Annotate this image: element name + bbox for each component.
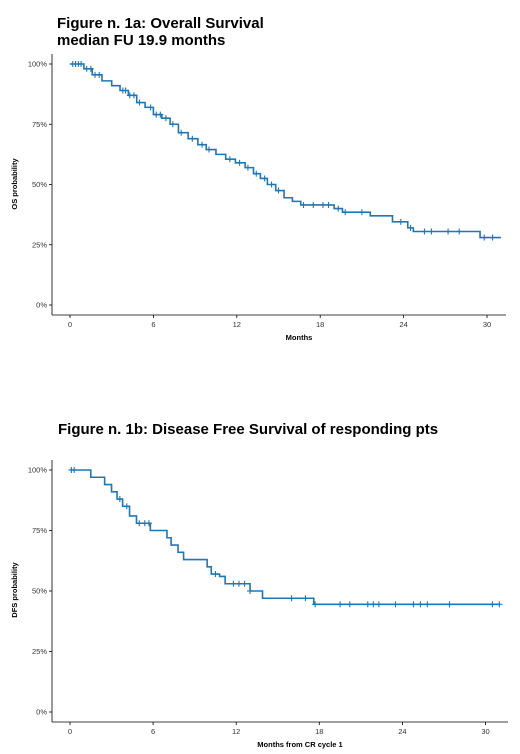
chart-1b-y-tick-label: 75%: [32, 526, 47, 535]
chart-1a-censor-mark: [335, 205, 342, 212]
chart-1a-censor-mark: [253, 170, 260, 177]
chart-1b-censor-mark: [235, 580, 242, 587]
chart-1a-censor-mark: [310, 201, 317, 208]
chart-1a-censor-mark: [244, 164, 251, 171]
chart-1a-censor-mark: [169, 121, 176, 128]
chart-1a-censor-mark: [407, 224, 414, 231]
chart-1a-censor-mark: [236, 159, 243, 166]
chart-1b-title-line1: Figure n. 1b: Disease Free Survival of r…: [58, 421, 439, 438]
chart-1a-title-line2: median FU 19.9 months: [57, 32, 226, 49]
chart-1a-censor-mark: [136, 99, 143, 106]
chart-1a-censor-mark: [78, 61, 85, 67]
chart-1a-censor-mark: [130, 92, 137, 99]
chart-1a-censor-mark: [342, 209, 349, 216]
chart-1a-censor-mark: [157, 111, 164, 118]
chart-1b-censor-mark: [145, 520, 152, 527]
chart-1b-y-axis-title: DFS probability: [10, 561, 19, 617]
chart-1a-censor-mark: [268, 181, 275, 188]
chart-1b-y-tick-label: 25%: [32, 647, 47, 656]
chart-1b-censor-mark: [364, 601, 371, 608]
chart-1b-censor-mark: [417, 601, 424, 608]
chart-1b-x-tick-label: 24: [398, 727, 406, 736]
chart-1b-y-tick-label: 50%: [32, 587, 47, 596]
chart-1b-censor-mark: [71, 467, 78, 473]
chart-1a-censor-mark: [481, 234, 488, 241]
chart-1a-censor-mark: [319, 201, 326, 208]
chart-1a-x-tick-label: 30: [483, 320, 491, 329]
chart-1a-censor-mark: [456, 228, 463, 235]
chart-1a-censor-mark: [397, 218, 404, 225]
chart-1b-censor-mark: [288, 595, 295, 602]
chart-1b-censor-mark: [212, 571, 219, 578]
chart-1b-x-axis-title: Months from CR cycle 1: [257, 740, 342, 749]
chart-1b-censor-mark: [247, 588, 254, 594]
chart-1a-survival-curve: [70, 63, 501, 239]
chart-1a-censor-mark: [428, 228, 435, 235]
chart-1a-censor-mark: [261, 175, 268, 182]
chart-1a-x-tick-label: 18: [316, 320, 324, 329]
chart-1a-title-line1: Figure n. 1a: Overall Survival: [57, 15, 264, 32]
chart-1b-survival-curve: [70, 469, 500, 606]
chart-1b-censor-mark: [375, 601, 382, 608]
chart-1b-censor-mark: [136, 520, 143, 527]
chart-1a-censor-mark: [226, 156, 233, 163]
chart-1b-censor-mark: [392, 601, 399, 608]
chart-1a-censor-mark: [189, 135, 196, 142]
chart-1a-title: Figure n. 1a: Overall Survival median FU…: [57, 15, 357, 49]
chart-1a-y-axis-title: OS probability: [10, 158, 19, 210]
chart-1a-censor-mark: [489, 234, 496, 241]
chart-1a-x-axis-title: Months: [286, 333, 313, 342]
chart-1b-censor-mark: [123, 503, 130, 510]
chart-1a-censor-mark: [199, 141, 206, 148]
chart-1b-x-tick-label: 0: [68, 727, 72, 736]
chart-1a-y-tick-label: 0%: [36, 301, 47, 310]
chart-1b-censor-mark: [346, 601, 353, 608]
chart-1b-y-tick-label: 0%: [36, 708, 47, 717]
chart-1b-x-tick-label: 6: [151, 727, 155, 736]
chart-1a-censor-mark: [275, 187, 282, 194]
chart-1b-censor-mark: [370, 601, 377, 608]
chart-1b-censor-mark: [302, 595, 309, 602]
chart-1a-censor-mark: [87, 65, 94, 72]
chart-1a-overall-survival: 0% 25% 50% 75% 100% 0 6 12 18 24 30 Months OS probab…: [10, 54, 506, 342]
chart-1b-censor-mark: [410, 601, 417, 608]
chart-1b-x-tick-label: 30: [481, 727, 489, 736]
chart-1a-censor-mark: [96, 71, 103, 78]
chart-1b-censor-mark: [446, 601, 453, 608]
chart-1a-censor-mark: [421, 228, 428, 235]
chart-1b-censor-mark: [241, 580, 248, 587]
chart-1b-y-tick-label: 100%: [28, 466, 48, 475]
chart-1b-x-tick-label: 12: [232, 727, 240, 736]
chart-1b-censor-mark: [496, 601, 503, 608]
chart-1a-x-tick-label: 0: [68, 320, 72, 329]
chart-1b-censor-mark: [230, 580, 237, 587]
chart-1a-censor-mark: [206, 146, 212, 153]
chart-1a-y-tick-label: 50%: [32, 180, 47, 189]
chart-1a-censor-mark: [147, 104, 154, 111]
chart-1a-x-tick-label: 6: [151, 320, 155, 329]
chart-1b-censor-mark: [116, 496, 123, 503]
chart-1a-censor-mark: [162, 115, 169, 122]
chart-1a-y-tick-label: 25%: [32, 240, 47, 249]
chart-1b-censor-mark: [424, 601, 431, 608]
chart-1a-censor-mark: [178, 129, 185, 136]
chart-1a-censor-mark: [300, 201, 307, 208]
chart-1a-censor-mark: [325, 201, 332, 208]
chart-1b-censor-mark: [312, 601, 319, 608]
chart-1a-x-tick-label: 12: [233, 320, 241, 329]
chart-1a-x-tick-label: 24: [399, 320, 407, 329]
chart-1a-censor-mark: [445, 228, 452, 235]
chart-1b-x-tick-label: 18: [315, 727, 323, 736]
chart-1a-y-tick-label: 100%: [28, 60, 48, 69]
chart-1a-censor-mark: [122, 87, 129, 94]
chart-1b-censor-mark: [489, 601, 496, 608]
chart-1a-y-tick-label: 75%: [32, 120, 47, 129]
chart-1b-title: Figure n. 1b: Disease Free Survival of r…: [58, 421, 478, 438]
chart-1a-censor-mark: [358, 209, 365, 216]
chart-1b-censor-mark: [337, 601, 344, 608]
